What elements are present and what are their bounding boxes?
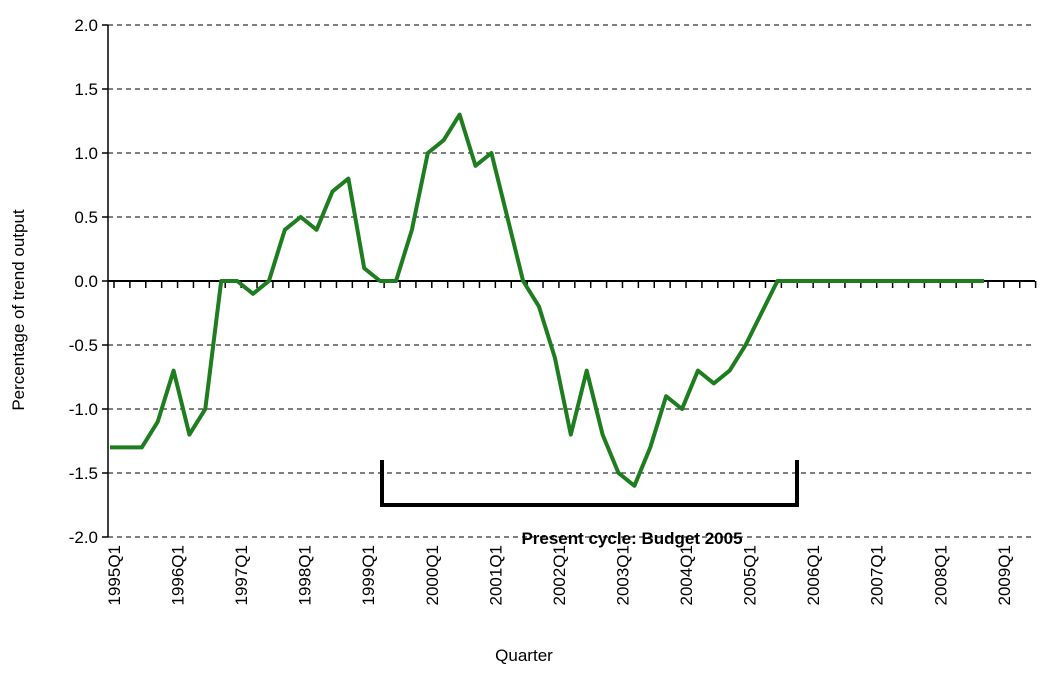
- x-tick-label: 2002Q1: [550, 545, 569, 606]
- cycle-bracket: [380, 460, 799, 507]
- x-tick-label: 2001Q1: [486, 545, 505, 606]
- x-tick-label: 2004Q1: [677, 545, 696, 606]
- y-tick-label: 1.5: [74, 80, 98, 99]
- annotation: Present cycle: Budget 2005: [521, 529, 742, 548]
- x-tick-label: 1996Q1: [169, 545, 188, 606]
- x-tick-label: 1997Q1: [232, 545, 251, 606]
- x-tick-label: 2000Q1: [423, 545, 442, 606]
- x-tick-label: 2007Q1: [868, 545, 887, 606]
- y-tick-label: 1.0: [74, 144, 98, 163]
- y-tick-label: -2.0: [69, 528, 98, 547]
- y-tick-label: -0.5: [69, 336, 98, 355]
- x-tick-label: 2005Q1: [741, 545, 760, 606]
- data-line: [110, 112, 984, 488]
- x-tick-label: 2008Q1: [931, 545, 950, 606]
- y-axis-label: Percentage of trend output: [9, 209, 28, 411]
- x-tick-label: 2006Q1: [804, 545, 823, 606]
- x-tick-label: 2009Q1: [995, 545, 1014, 606]
- y-tick-label: -1.5: [69, 464, 98, 483]
- y-tick-label: 0.0: [74, 272, 98, 291]
- y-tick-label: -1.0: [69, 400, 98, 419]
- x-tick-label: 1998Q1: [296, 545, 315, 606]
- y-tick-label: 0.5: [74, 208, 98, 227]
- x-tick-label: 1995Q1: [105, 545, 124, 606]
- y-tick-label: 2.0: [74, 16, 98, 35]
- x-axis-label: Quarter: [495, 646, 553, 665]
- x-tick-label: 1999Q1: [359, 545, 378, 606]
- x-tick-label: 2003Q1: [613, 545, 632, 606]
